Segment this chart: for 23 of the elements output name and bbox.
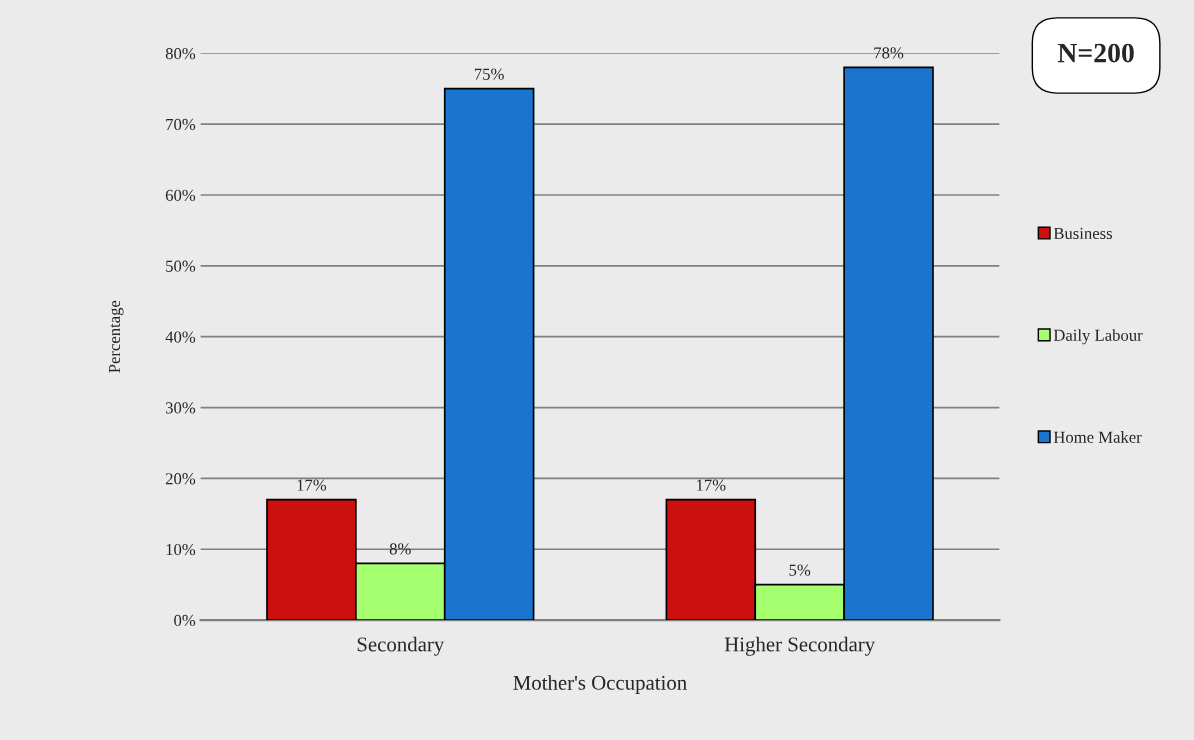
legend-label: Daily Labour — [1053, 329, 1143, 345]
data-label: 17% — [297, 479, 327, 491]
y-tick-label: 70% — [166, 118, 196, 131]
x-tick-label: Secondary — [357, 636, 445, 656]
x-tick-label: Higher Secondary — [724, 636, 876, 656]
data-label: 75% — [474, 68, 504, 80]
data-label: 5% — [789, 564, 811, 576]
x-axis-title: Mother's Occupation — [513, 675, 687, 695]
text: N=200 — [1057, 43, 1134, 63]
data-label: 8% — [389, 543, 411, 555]
legend-label: Business — [1053, 227, 1113, 240]
y-tick-label: 10% — [166, 543, 196, 556]
y-tick-label: 80% — [165, 47, 196, 60]
y-tick-label: 60% — [165, 189, 196, 201]
y-tick-label: 30% — [165, 402, 196, 414]
data-label: 78% — [874, 47, 904, 59]
y-tick-label: 0% — [174, 614, 196, 627]
legend-label: Home Maker — [1053, 431, 1142, 443]
y-axis-title: Percentage — [109, 300, 124, 373]
y-tick-label: 20% — [165, 473, 196, 485]
data-label: 17% — [697, 479, 726, 491]
y-tick-label: 40% — [165, 331, 196, 343]
y-tick-label: 50% — [166, 260, 196, 272]
